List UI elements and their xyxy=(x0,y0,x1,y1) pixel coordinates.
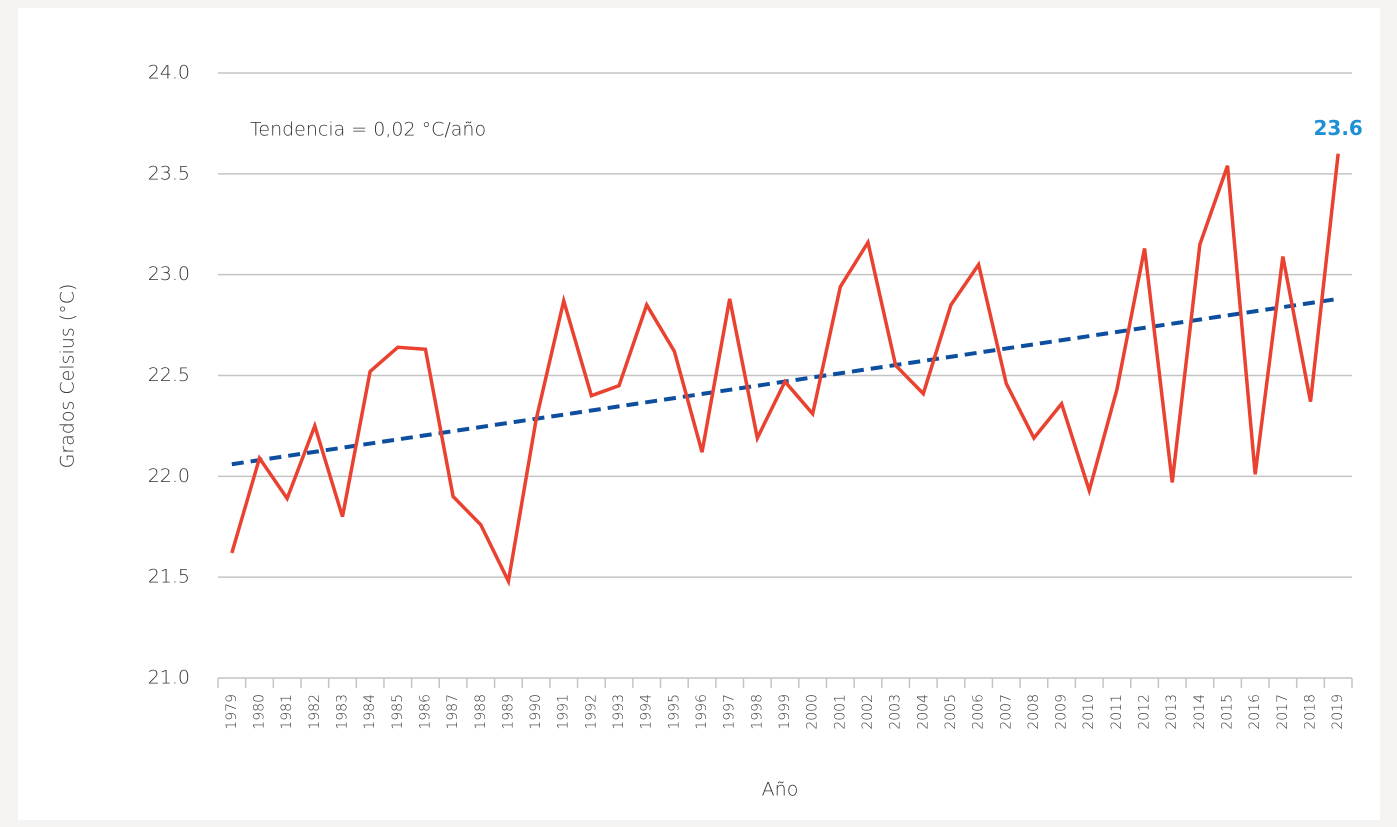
x-tick-label: 2007 xyxy=(998,694,1014,730)
x-tick-label: 1982 xyxy=(307,694,323,730)
value-label: 23.6 xyxy=(1313,116,1362,140)
x-tick-label: 1985 xyxy=(390,694,406,730)
x-tick-label: 2017 xyxy=(1275,694,1291,730)
x-tick-label: 2015 xyxy=(1220,694,1236,730)
y-axis-label: Grados Celsius (°C) xyxy=(57,284,79,469)
y-tick-label: 24.0 xyxy=(148,62,190,84)
x-tick-label: 2004 xyxy=(915,694,931,730)
x-tick-label: 1991 xyxy=(556,694,572,730)
x-tick-label: 1979 xyxy=(224,694,240,730)
x-tick-label: 1996 xyxy=(694,694,710,730)
x-axis-label: Año xyxy=(762,779,799,801)
x-tick-label: 1980 xyxy=(251,694,267,730)
x-tick-label: 1987 xyxy=(445,694,461,730)
x-tick-label: 2006 xyxy=(971,694,987,730)
x-tick-label: 1989 xyxy=(500,694,516,730)
y-tick-label: 23.5 xyxy=(148,162,190,184)
x-tick-label: 1994 xyxy=(639,694,655,730)
x-tick-label: 2001 xyxy=(832,694,848,730)
x-tick-label: 1998 xyxy=(749,694,765,730)
x-tick-label: 2010 xyxy=(1081,694,1097,730)
x-tick-label: 1984 xyxy=(362,694,378,730)
x-tick-label: 2002 xyxy=(860,694,876,730)
x-tick-label: 1993 xyxy=(611,694,627,730)
x-tick-label: 2013 xyxy=(1164,694,1180,730)
annotation: Tendencia = 0,02 °C/año xyxy=(250,119,486,141)
y-tick-label: 22.5 xyxy=(148,364,190,386)
x-tick-label: 2018 xyxy=(1303,694,1319,730)
y-tick-label: 21.5 xyxy=(148,566,190,588)
x-tick-label: 1988 xyxy=(473,694,489,730)
x-tick-label: 1990 xyxy=(528,694,544,730)
x-tick-label: 1992 xyxy=(583,694,599,730)
x-tick-label: 2012 xyxy=(1137,694,1153,730)
x-tick-label: 2014 xyxy=(1192,694,1208,730)
x-tick-label: 1986 xyxy=(417,694,433,730)
x-tick-label: 1983 xyxy=(334,694,350,730)
y-tick-label: 23.0 xyxy=(148,263,190,285)
x-tick-label: 2000 xyxy=(805,694,821,730)
x-tick-label: 1997 xyxy=(722,694,738,730)
x-tick-label: 2003 xyxy=(888,694,904,730)
x-tick-label: 2019 xyxy=(1330,694,1346,730)
x-tick-label: 2009 xyxy=(1054,694,1070,730)
x-tick-label: 1995 xyxy=(666,694,682,730)
y-tick-label: 21.0 xyxy=(148,667,190,689)
x-tick-label: 1999 xyxy=(777,694,793,730)
x-tick-label: 2005 xyxy=(943,694,959,730)
data-line xyxy=(230,153,1340,587)
x-tick-label: 2016 xyxy=(1247,694,1263,730)
x-tick-label: 2011 xyxy=(1109,694,1125,730)
x-tick-label: 1981 xyxy=(279,694,295,730)
x-tick-label: 2008 xyxy=(1026,694,1042,730)
y-tick-label: 22.0 xyxy=(148,465,190,487)
